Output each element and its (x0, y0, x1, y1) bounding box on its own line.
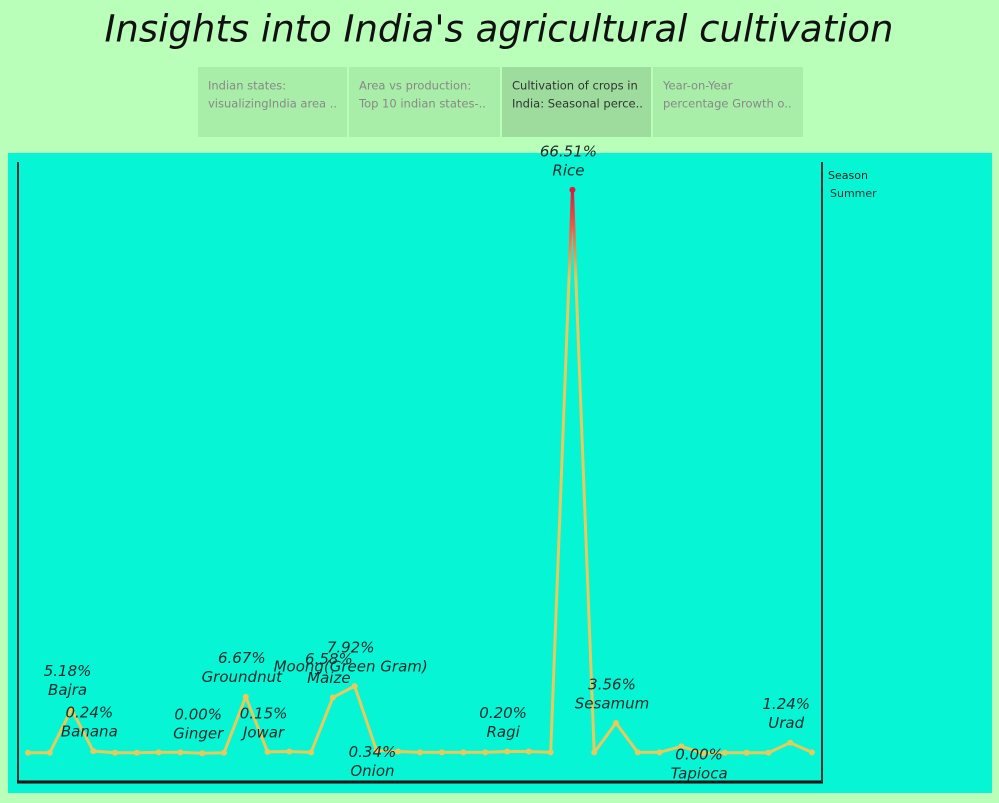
data-point (329, 694, 336, 701)
category-label: Groundnut (202, 668, 284, 686)
data-point (569, 186, 576, 193)
tab-background (653, 67, 803, 137)
tab[interactable]: Cultivation of crops in India: Seasonal p… (502, 67, 651, 137)
data-point (177, 749, 184, 756)
tab[interactable]: Indian states: visualizingIndia area .. (198, 67, 347, 137)
data-point (199, 750, 206, 757)
data-point (765, 749, 772, 756)
value-label: 66.51% (540, 142, 597, 160)
data-point (504, 748, 511, 755)
data-point (155, 749, 162, 756)
tab-label: India: Seasonal perce.. (512, 97, 643, 111)
value-label: 0.34% (349, 743, 397, 761)
data-point (678, 743, 685, 750)
data-point (133, 749, 140, 756)
data-point (482, 749, 489, 756)
value-label: 1.24% (762, 695, 810, 713)
legend-item: Summer (830, 187, 877, 200)
data-point (656, 749, 663, 756)
tab-label: visualizingIndia area .. (208, 97, 337, 111)
data-point (591, 749, 598, 756)
tab-bar: Indian states: visualizingIndia area .. Ar… (198, 67, 803, 137)
data-point (373, 747, 380, 754)
value-label: 0.00% (675, 746, 723, 764)
data-point (308, 749, 315, 756)
data-point (438, 749, 445, 756)
title: Insights into India's agricultural culti… (105, 8, 894, 51)
tab-label: percentage Growth o.. (663, 97, 792, 111)
category-label: Tapioca (671, 765, 728, 783)
data-point (112, 749, 119, 756)
plot: 5.18%Bajra0.24%Banana0.00%Ginger6.67%Gro… (25, 142, 815, 783)
tab-label: Cultivation of crops in (512, 79, 638, 93)
data-point (395, 748, 402, 755)
value-label: 6.58% (305, 650, 353, 668)
value-label: 0.15% (240, 704, 288, 722)
tab-label: Area vs production: (359, 79, 471, 93)
data-point (351, 683, 358, 690)
tab[interactable]: Year-on-Year percentage Growth o.. (653, 67, 803, 137)
data-point (286, 748, 293, 755)
data-point (417, 749, 423, 756)
value-label: 7.92% (327, 639, 375, 657)
category-label: Jowar (240, 723, 285, 741)
data-point (547, 749, 554, 756)
tab-background (502, 67, 651, 137)
data-point (787, 739, 794, 746)
category-label: Ragi (486, 723, 520, 741)
category-label: Maize (307, 669, 350, 687)
data-point (743, 749, 750, 756)
data-point (721, 749, 728, 756)
data-point (46, 749, 53, 756)
data-point (460, 749, 467, 756)
value-label: 0.20% (479, 704, 527, 722)
data-point (525, 748, 532, 755)
data-point (242, 693, 249, 700)
category-label: Moong(Green Gram) (274, 658, 428, 676)
tab-background (349, 67, 500, 137)
tab-label: Indian states: (208, 79, 286, 93)
category-label: Bajra (48, 681, 87, 699)
tab-label: Top 10 indian states-.. (358, 97, 486, 111)
data-point (700, 750, 707, 757)
value-label: 5.18% (44, 662, 92, 680)
data-point (809, 749, 815, 756)
category-label: Onion (350, 762, 394, 780)
category-label: Banana (61, 723, 118, 741)
data-point (613, 720, 619, 727)
tab[interactable]: Area vs production: Top 10 indian states-… (349, 67, 500, 137)
value-label: 0.24% (66, 704, 114, 722)
tab-background (198, 67, 347, 137)
category-label: Rice (552, 161, 584, 179)
value-label: 3.56% (588, 676, 636, 694)
tab-label: Year-on-Year (662, 79, 733, 93)
category-label: Urad (768, 714, 804, 732)
value-label: 0.00% (174, 706, 222, 724)
category-label: Sesamum (575, 695, 650, 713)
data-point (634, 749, 641, 756)
value-label: 6.67% (218, 649, 266, 667)
legend-title: Season (828, 169, 868, 182)
chart-area (8, 153, 992, 793)
data-point (221, 749, 227, 756)
data-point (90, 748, 97, 755)
category-label: Ginger (173, 725, 224, 743)
data-point (264, 748, 271, 755)
data-point (25, 749, 31, 756)
data-point (68, 706, 75, 713)
